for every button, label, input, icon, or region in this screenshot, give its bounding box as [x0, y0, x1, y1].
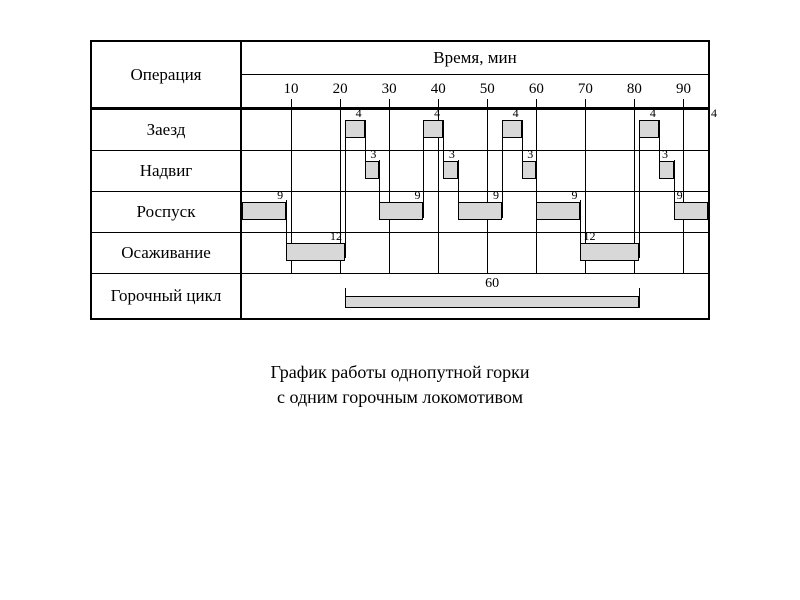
activity-box: 9 [458, 202, 502, 220]
tick-label: 40 [431, 81, 446, 98]
tick-label: 50 [480, 81, 495, 98]
gantt-table: Операция Время, мин 10 20 30 40 50 60 70 80 90 З… [90, 40, 710, 320]
row-cycle: Горочный цикл 60 [92, 273, 708, 318]
tick-label: 70 [578, 81, 593, 98]
activity-duration: 4 [650, 107, 656, 119]
cycle-label: 60 [485, 276, 499, 292]
header-row: Операция Время, мин 10 20 30 40 50 60 70 80 90 [92, 42, 708, 109]
activity-duration: 9 [414, 189, 420, 201]
activity-duration: 9 [277, 189, 283, 201]
time-ticks: 10 20 30 40 50 60 70 80 90 [242, 75, 708, 107]
activity-box: 4 [345, 120, 365, 138]
activity-duration: 3 [370, 148, 376, 160]
activity-box: 12 [580, 243, 639, 261]
activity-box: 4 [502, 120, 522, 138]
activity-duration: 4 [711, 107, 717, 119]
activity-duration: 4 [434, 107, 440, 119]
tick-label: 60 [529, 81, 544, 98]
activity-box: 9 [242, 202, 286, 220]
lane-cycle: 60 [242, 274, 708, 318]
activity-duration: 9 [677, 189, 683, 201]
row-label-zaezd: Заезд [92, 110, 242, 150]
activity-duration: 12 [330, 230, 342, 242]
row-label-rospusk: Роспуск [92, 192, 242, 232]
activity-box: 9 [536, 202, 580, 220]
row-label-cycle: Горочный цикл [92, 274, 242, 318]
activity-box: 4 [423, 120, 443, 138]
activity-box: 4 [708, 120, 710, 138]
lane-osazh: 1212 [242, 233, 708, 273]
tick-label: 20 [333, 81, 348, 98]
activity-box: 3 [365, 161, 380, 179]
lane-nadvig: 3333 [242, 151, 708, 191]
row-rospusk: Роспуск 99999 [92, 191, 708, 232]
activity-duration: 3 [449, 148, 455, 160]
activity-duration: 4 [513, 107, 519, 119]
activity-box: 12 [286, 243, 345, 261]
activity-duration: 9 [571, 189, 577, 201]
tick-label: 30 [382, 81, 397, 98]
activity-box: 3 [522, 161, 537, 179]
tick-label: 80 [627, 81, 642, 98]
row-label-osazh: Осаживание [92, 233, 242, 273]
lane-rospusk: 99999 [242, 192, 708, 232]
activity-box: 9 [674, 202, 708, 220]
activity-duration: 3 [662, 148, 668, 160]
lane-zaezd: 44444 [242, 110, 708, 150]
row-osazh: Осаживание 1212 [92, 232, 708, 273]
tick-label: 10 [284, 81, 299, 98]
caption-line1: График работы однопутной горки [270, 362, 529, 382]
activity-box: 4 [639, 120, 659, 138]
row-label-nadvig: Надвиг [92, 151, 242, 191]
activity-box: 9 [379, 202, 423, 220]
activity-box: 3 [443, 161, 458, 179]
tick-label: 90 [676, 81, 691, 98]
activity-duration: 4 [356, 107, 362, 119]
caption-line2: с одним горочным локомотивом [277, 387, 523, 407]
row-zaezd: Заезд 44444 [92, 109, 708, 150]
time-header-label: Время, мин [242, 42, 708, 75]
cycle-bar [345, 296, 639, 308]
activity-duration: 9 [493, 189, 499, 201]
chart-caption: График работы однопутной горки с одним г… [90, 360, 710, 410]
operation-header: Операция [92, 42, 242, 107]
time-header: Время, мин 10 20 30 40 50 60 70 80 90 [242, 42, 708, 107]
activity-duration: 3 [527, 148, 533, 160]
activity-duration: 12 [583, 230, 595, 242]
row-nadvig: Надвиг 3333 [92, 150, 708, 191]
activity-box: 3 [659, 161, 674, 179]
